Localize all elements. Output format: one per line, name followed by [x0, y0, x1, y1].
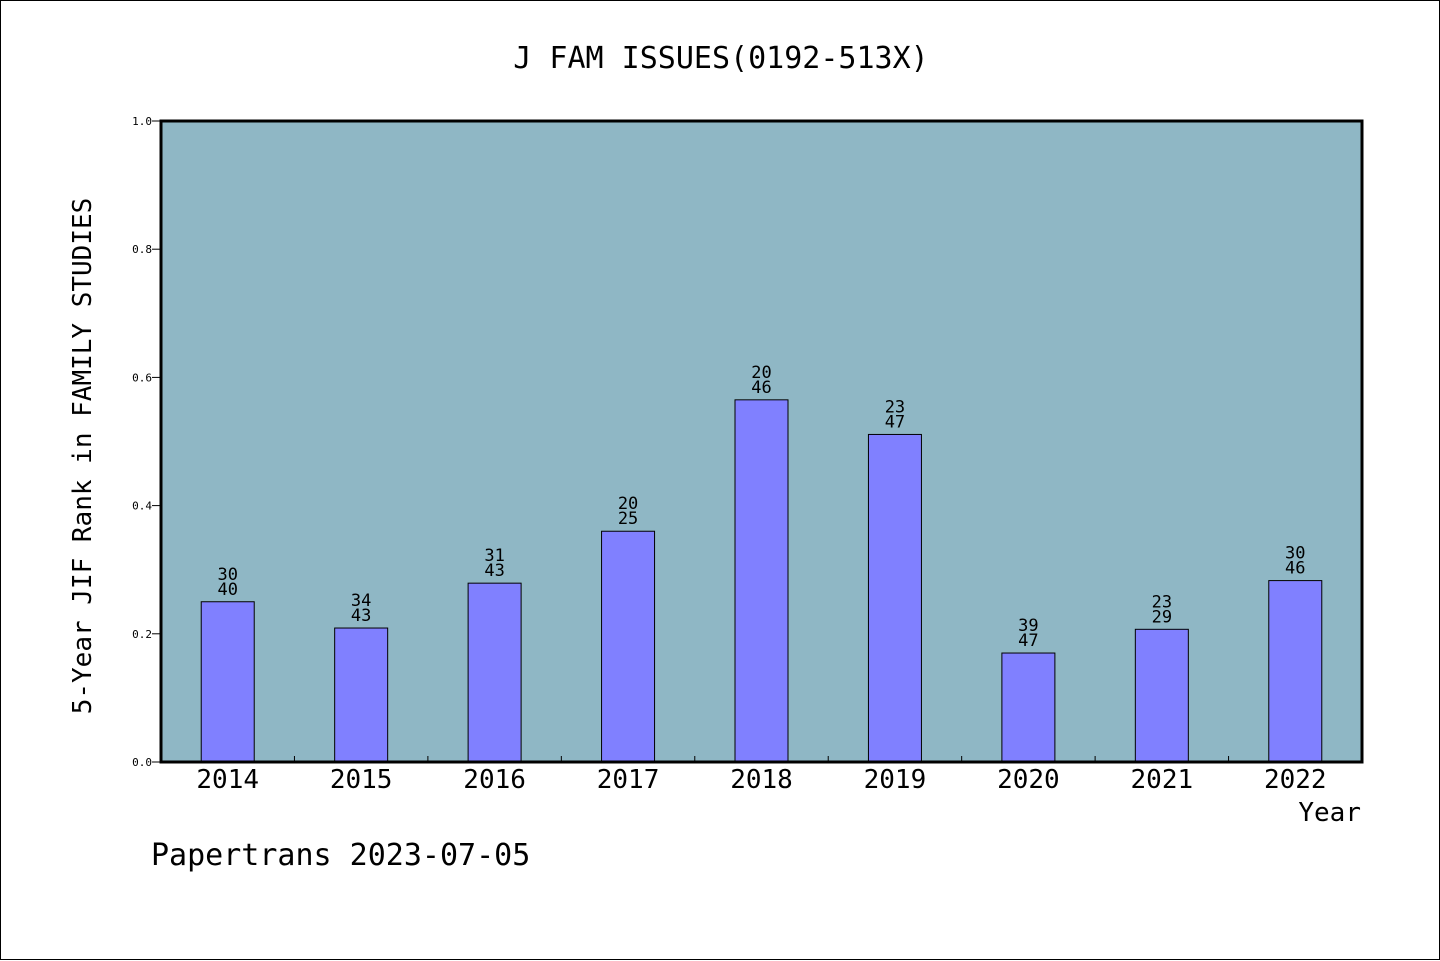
x-tick-label: 2017 [597, 765, 660, 795]
chart-title: J FAM ISSUES(0192-513X) [513, 41, 928, 76]
x-tick-label: 2014 [196, 765, 259, 795]
x-tick-label: 2021 [1131, 765, 1194, 795]
y-tick-label: 1.0 [132, 115, 152, 128]
y-tick-label: 0.6 [132, 371, 152, 384]
plot-border [159, 119, 1364, 764]
footer-text: Papertrans 2023-07-05 [151, 838, 530, 873]
bar-rank-label: 30 [217, 565, 237, 585]
bar-rank-label: 23 [1152, 592, 1172, 612]
y-tick-label: 0.4 [132, 500, 152, 513]
bar-total-label: 43 [484, 561, 504, 581]
bar-total-label: 29 [1152, 607, 1172, 627]
x-tick-label: 2022 [1264, 765, 1327, 795]
bar [734, 399, 789, 763]
x-tick-label: 2019 [864, 765, 927, 795]
y-tick-label: 0.2 [132, 628, 152, 641]
bar [1268, 580, 1323, 763]
x-tick-label: 2018 [730, 765, 793, 795]
bar-rank-label: 23 [885, 397, 905, 417]
bar-total-label: 47 [1018, 631, 1038, 651]
bar [601, 530, 656, 763]
bar [200, 601, 255, 763]
bar-rank-label: 20 [751, 363, 771, 383]
bar-total-label: 25 [618, 509, 638, 529]
bar-rank-label: 20 [618, 494, 638, 514]
bar [1001, 652, 1056, 763]
x-tick-label: 2015 [330, 765, 393, 795]
bar [334, 627, 389, 763]
x-axis: 2014 2015 2016 2017 2018 2019 2020 2021 2022 [196, 756, 1327, 795]
y-axis-label: 5-Year JIF Rank in FAMILY STUDIES [68, 198, 98, 715]
y-axis: 0.0 0.2 0.4 0.6 0.8 1.0 [132, 115, 161, 769]
x-tick-label: 2016 [463, 765, 526, 795]
bar-rank-label: 34 [351, 591, 371, 611]
bar-total-label: 46 [1285, 559, 1305, 579]
bar-total-label: 43 [351, 606, 371, 626]
bar [1134, 628, 1189, 763]
bar-total-label: 46 [751, 378, 771, 398]
bars [200, 399, 1323, 763]
y-tick-label: 0.0 [132, 756, 152, 769]
bar [867, 433, 922, 763]
y-tick-label: 0.8 [132, 243, 152, 256]
bar-rank-label: 39 [1018, 616, 1038, 636]
bar-total-label: 47 [885, 412, 905, 432]
x-tick-label: 2020 [997, 765, 1060, 795]
bar [467, 582, 522, 763]
bar-total-label: 40 [217, 580, 237, 600]
bar-rank-label: 30 [1285, 544, 1305, 564]
bar-rank-label: 31 [484, 546, 504, 566]
x-axis-label: Year [1298, 798, 1361, 828]
